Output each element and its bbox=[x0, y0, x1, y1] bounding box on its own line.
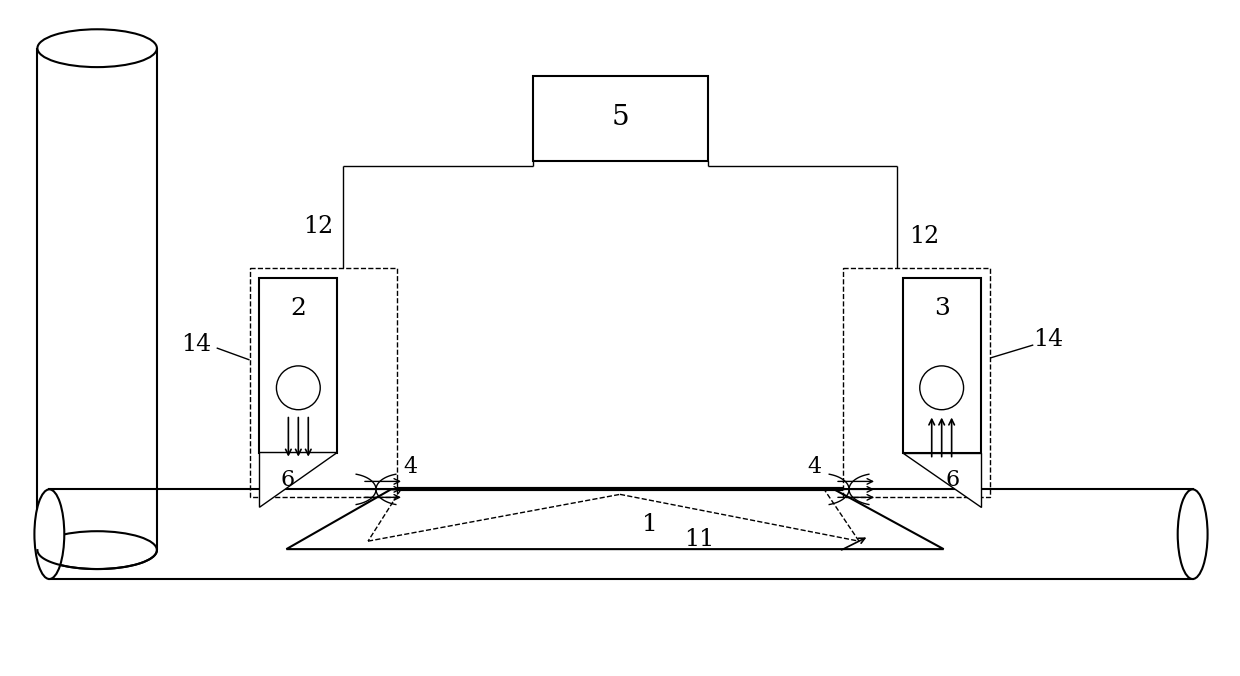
Bar bbox=[259, 279, 337, 452]
Text: 5: 5 bbox=[611, 104, 629, 131]
Bar bbox=[533, 76, 708, 161]
Text: 1: 1 bbox=[642, 512, 657, 536]
Text: 14: 14 bbox=[181, 333, 212, 356]
Text: 6: 6 bbox=[946, 469, 960, 491]
Text: 14: 14 bbox=[1033, 329, 1064, 352]
Text: 4: 4 bbox=[807, 456, 821, 479]
Text: 12: 12 bbox=[303, 215, 334, 238]
Text: 12: 12 bbox=[910, 225, 940, 248]
Ellipse shape bbox=[35, 489, 64, 579]
Text: 11: 11 bbox=[684, 528, 714, 551]
Bar bbox=[249, 268, 397, 498]
Text: 3: 3 bbox=[934, 297, 950, 320]
Bar bbox=[50, 489, 1193, 579]
Ellipse shape bbox=[1178, 489, 1208, 579]
Text: 6: 6 bbox=[280, 469, 294, 491]
Polygon shape bbox=[259, 452, 337, 507]
Text: 4: 4 bbox=[404, 456, 418, 479]
Bar bbox=[903, 279, 981, 452]
Polygon shape bbox=[903, 452, 981, 507]
Text: 2: 2 bbox=[290, 297, 306, 320]
Bar bbox=[843, 268, 991, 498]
Polygon shape bbox=[286, 489, 944, 549]
